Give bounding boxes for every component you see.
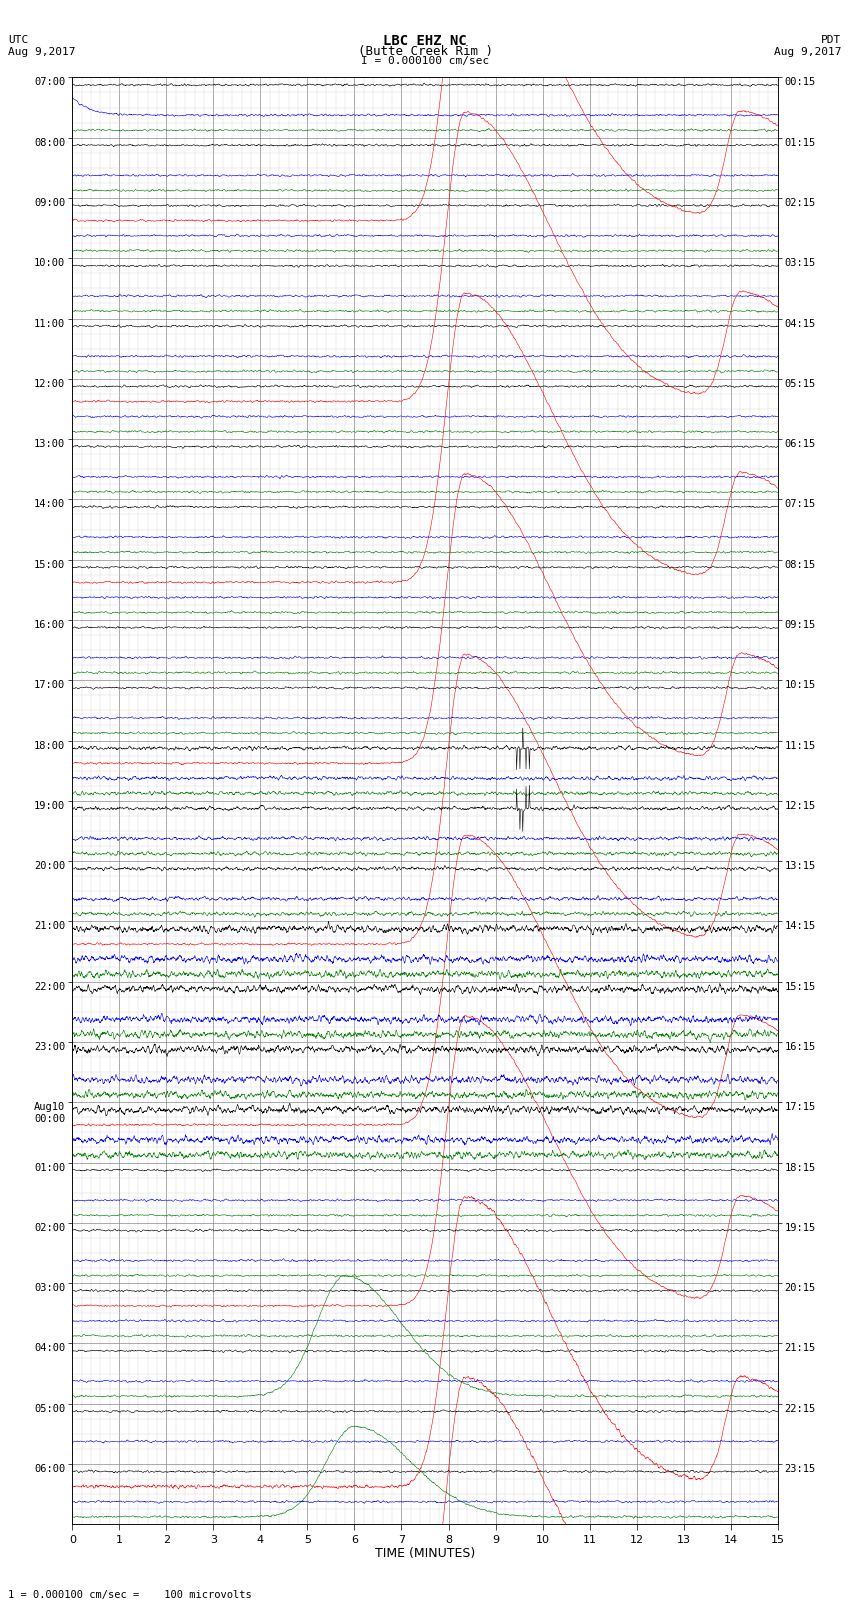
Text: UTC
Aug 9,2017: UTC Aug 9,2017 [8, 35, 76, 56]
Text: (Butte Creek Rim ): (Butte Creek Rim ) [358, 45, 492, 58]
Text: LBC EHZ NC: LBC EHZ NC [383, 34, 467, 48]
Text: PDT
Aug 9,2017: PDT Aug 9,2017 [774, 35, 842, 56]
Text: 1 = 0.000100 cm/sec =    100 microvolts: 1 = 0.000100 cm/sec = 100 microvolts [8, 1590, 252, 1600]
Text: I = 0.000100 cm/sec: I = 0.000100 cm/sec [361, 56, 489, 66]
X-axis label: TIME (MINUTES): TIME (MINUTES) [375, 1547, 475, 1560]
